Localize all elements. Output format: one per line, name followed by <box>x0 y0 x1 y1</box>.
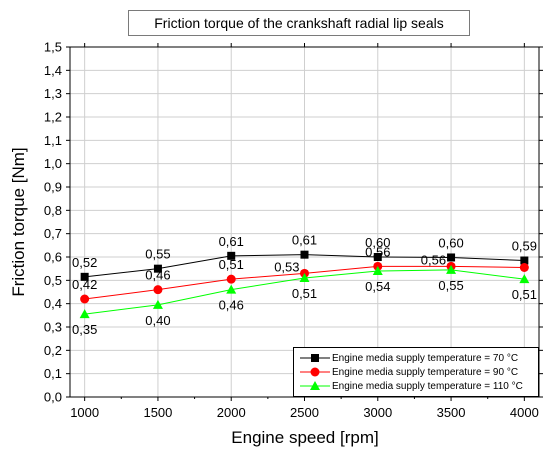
legend-triangle-marker-icon <box>300 381 330 390</box>
chart-title: Friction torque of the crankshaft radial… <box>128 10 470 36</box>
x-tick-label: 1000 <box>70 405 99 420</box>
y-tick-label: 0,6 <box>44 250 62 265</box>
data-point-circle <box>153 285 163 295</box>
data-label: 0,61 <box>219 234 244 249</box>
axes-layer: 1000 1500 2000 2500 3000 3500 4000 0,0 0,1 0,2 0,3… <box>44 40 543 420</box>
data-label: 0,46 <box>219 298 244 313</box>
legend-square-marker-icon <box>300 354 330 362</box>
y-tick-label: 1,2 <box>44 110 62 125</box>
data-point-square <box>520 256 529 265</box>
legend-label-110c: Engine media supply temperature = 110 °C <box>332 380 523 392</box>
legend-label-70c: Engine media supply temperature = 70 °C <box>332 352 519 364</box>
data-labels-layer: 0,52 0,55 0,61 0,61 0,60 0,60 0,59 0,42 0,46 0,51… <box>72 233 537 337</box>
data-point-circle <box>80 294 90 304</box>
y-tick-label: 0,3 <box>44 320 62 335</box>
data-label: 0,59 <box>512 239 537 254</box>
data-point-square <box>373 253 382 261</box>
y-tick-label: 1,0 <box>44 156 62 171</box>
data-point-square <box>227 251 236 260</box>
data-point-triangle <box>152 299 163 309</box>
x-tick-label: 3500 <box>437 405 466 420</box>
y-tick-label: 0,1 <box>44 366 62 381</box>
data-point-triangle <box>519 274 530 284</box>
grid-layer <box>70 46 539 398</box>
y-tick-label: 1,1 <box>44 133 62 148</box>
x-tick-label: 2500 <box>290 405 319 420</box>
legend-label-90c: Engine media supply temperature = 90 °C <box>332 366 519 378</box>
x-tick-label: 3000 <box>363 405 392 420</box>
data-label: 0,60 <box>438 235 463 250</box>
data-point-triangle <box>226 284 237 294</box>
data-label: 0,53 <box>274 259 299 274</box>
y-tick-label: 1,4 <box>44 63 62 78</box>
chart-title-text: Friction torque of the crankshaft radial… <box>154 15 444 31</box>
data-label: 0,56 <box>365 244 390 259</box>
y-tick-label: 0,2 <box>44 343 62 358</box>
legend-circle-marker-icon <box>300 367 330 377</box>
y-tick-label: 0,7 <box>44 226 62 241</box>
data-point-circle <box>226 274 236 284</box>
data-point-triangle <box>372 266 383 275</box>
data-label: 0,51 <box>292 286 317 301</box>
data-point-square <box>300 250 309 259</box>
x-tick-label: 1500 <box>143 405 172 420</box>
x-tick-label: 4000 <box>510 405 539 420</box>
data-label: 0,40 <box>145 313 170 328</box>
data-point-square <box>153 264 162 273</box>
y-tick-label: 0,8 <box>44 203 62 218</box>
legend: Engine media supply temperature = 70 °C … <box>293 347 539 397</box>
data-label: 0,55 <box>145 247 170 262</box>
data-point-circle <box>519 263 529 272</box>
data-point-triangle <box>446 264 457 274</box>
data-point-square <box>80 272 89 281</box>
legend-item-70c: Engine media supply temperature = 70 °C <box>298 351 534 365</box>
data-label: 0,54 <box>365 279 390 294</box>
data-label: 0,55 <box>438 278 463 293</box>
legend-item-110c: Engine media supply temperature = 110 °C <box>298 379 534 393</box>
x-tick-label: 2000 <box>217 405 246 420</box>
y-tick-label: 0,9 <box>44 180 62 195</box>
data-point-triangle <box>299 273 310 282</box>
series-layer <box>79 250 530 319</box>
data-label: 0,46 <box>145 268 170 283</box>
y-tick-label: 1,5 <box>44 40 62 55</box>
legend-item-90c: Engine media supply temperature = 90 °C <box>298 365 534 379</box>
data-label: 0,56 <box>421 252 446 267</box>
data-point-square <box>447 253 456 262</box>
y-tick-label: 1,3 <box>44 86 62 101</box>
y-axis-label: Friction torque [Nm] <box>9 147 28 297</box>
y-tick-label: 0,0 <box>44 390 62 405</box>
data-label: 0,51 <box>219 257 244 272</box>
data-label: 0,61 <box>292 233 317 248</box>
data-label: 0,42 <box>72 277 97 292</box>
data-label: 0,60 <box>365 235 390 250</box>
y-tick-label: 0,4 <box>44 296 62 311</box>
x-axis-label: Engine speed [rpm] <box>231 428 379 447</box>
data-point-triangle <box>79 309 90 319</box>
y-tick-label: 0,5 <box>44 273 62 288</box>
data-label: 0,51 <box>512 287 537 302</box>
data-label: 0,52 <box>72 255 97 270</box>
data-label: 0,35 <box>72 322 97 337</box>
